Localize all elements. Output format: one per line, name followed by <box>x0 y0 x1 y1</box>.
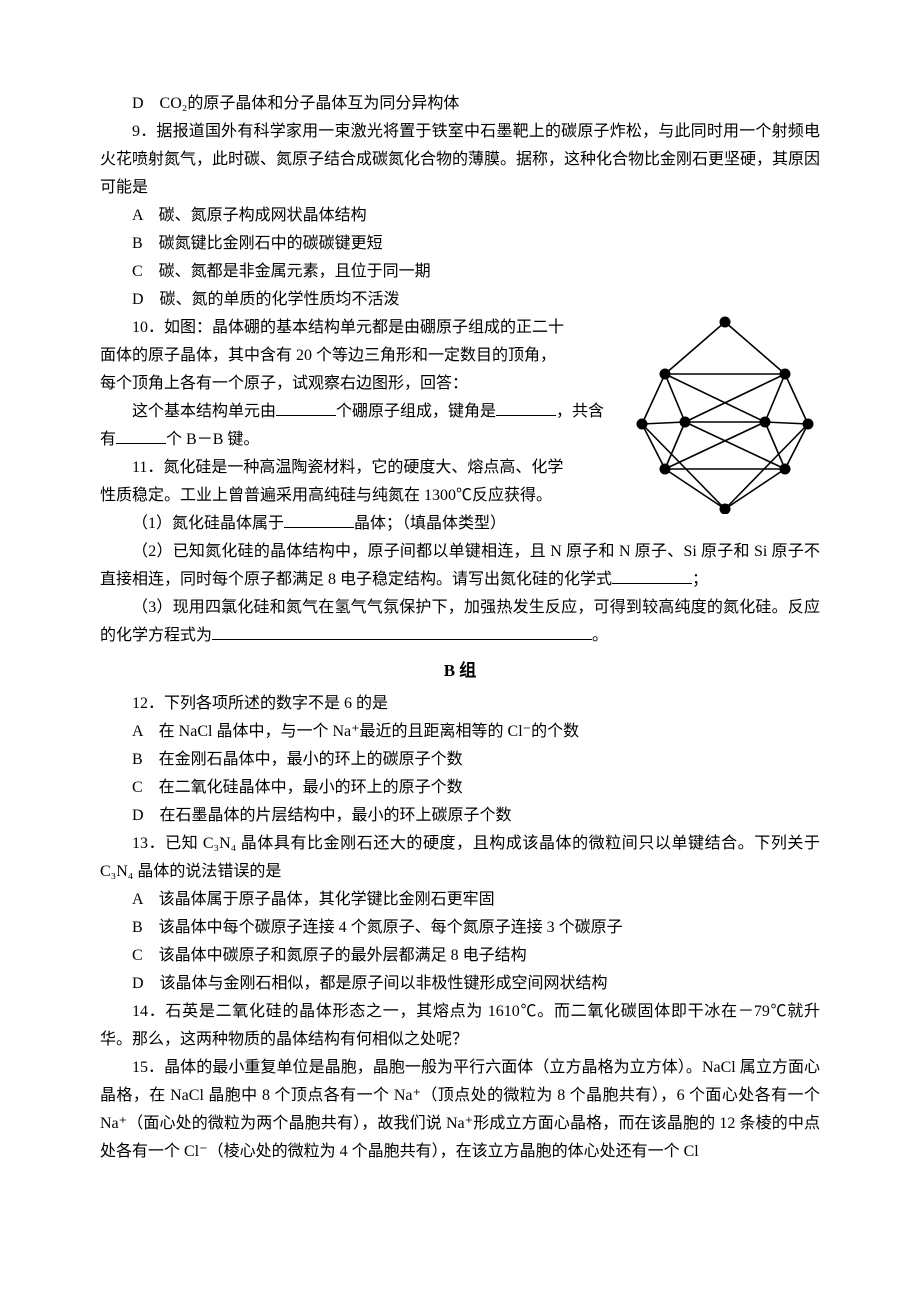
q10-line5a: 有 <box>100 431 116 448</box>
q13-option-a: A 该晶体属于原子晶体，其化学键比金刚石更牢固 <box>100 886 820 914</box>
q10-blank-angle[interactable] <box>496 399 556 416</box>
q15-text: 15．晶体的最小重复单位是晶胞，晶胞一般为平行六面体（立方晶格为立方体）。NaC… <box>100 1054 820 1166</box>
q9-stem: 9．据报道国外有科学家用一束激光将置于铁室中石墨靶上的碳原子炸松，与此同时用一个… <box>100 118 820 202</box>
q9-option-a: A 碳、氮原子构成网状晶体结构 <box>100 202 820 230</box>
q10-line5b: 个 B－B 键。 <box>166 431 259 448</box>
q10-line4c: ，共含 <box>556 403 604 420</box>
q12-stem: 12．下列各项所述的数字不是 6 的是 <box>100 690 820 718</box>
q11-blank-type[interactable] <box>284 511 354 528</box>
q10-line4a: 这个基本结构单元由 <box>132 403 276 420</box>
q11-p1b: 晶体；（填晶体类型） <box>354 515 506 532</box>
section-b-heading: B 组 <box>100 656 820 686</box>
q12-option-b: B 在金刚石晶体中，最小的环上的碳原子个数 <box>100 746 820 774</box>
q11-p2a: （2）已知氮化硅的晶体结构中，原子间都以单键相连，且 N 原子和 N 原子、Si… <box>100 543 820 588</box>
q12-option-a: A 在 NaCl 晶体中，与一个 Na⁺最近的且距离相等的 Cl⁻的个数 <box>100 718 820 746</box>
q11-p3: （3）现用四氯化硅和氮气在氢气气氛保护下，加强热发生反应，可得到较高纯度的氮化硅… <box>100 594 820 650</box>
icosahedron-figure <box>630 314 820 524</box>
q11-p2b: ； <box>692 571 708 588</box>
q11-p2: （2）已知氮化硅的晶体结构中，原子间都以单键相连，且 N 原子和 N 原子、Si… <box>100 538 820 594</box>
q9-option-c: C 碳、氮都是非金属元素，且位于同一期 <box>100 258 820 286</box>
q13-option-d: D 该晶体与金刚石相似，都是原子间以非极性键形成空间网状结构 <box>100 970 820 998</box>
q11-p3b: 。 <box>592 627 608 644</box>
q10-blank-bonds[interactable] <box>116 427 166 444</box>
q10-blank-atoms[interactable] <box>276 399 336 416</box>
q11-blank-formula[interactable] <box>612 567 692 584</box>
q11-blank-equation[interactable] <box>212 623 592 640</box>
q10-line4b: 个硼原子组成，键角是 <box>336 403 496 420</box>
q12-option-c: C 在二氧化硅晶体中，最小的环上的原子个数 <box>100 774 820 802</box>
q13-option-b: B 该晶体中每个碳原子连接 4 个氮原子、每个氮原子连接 3 个碳原子 <box>100 914 820 942</box>
q13-stem: 13．已知 C₃N₄ 晶体具有比金刚石还大的硬度，且构成该晶体的微粒间只以单键结… <box>100 830 820 886</box>
q11-p1a: （1）氮化硅晶体属于 <box>132 515 284 532</box>
q9-option-b: B 碳氮键比金刚石中的碳碳键更短 <box>100 230 820 258</box>
q14-text: 14．石英是二氧化硅的晶体形态之一，其熔点为 1610℃。而二氧化碳固体即干冰在… <box>100 998 820 1054</box>
q12-option-d: D 在石墨晶体的片层结构中，最小的环上碳原子个数 <box>100 802 820 830</box>
q8-option-d: D CO₂的原子晶体和分子晶体互为同分异构体 <box>100 90 820 118</box>
q13-option-c: C 该晶体中碳原子和氮原子的最外层都满足 8 电子结构 <box>100 942 820 970</box>
q9-option-d: D 碳、氮的单质的化学性质均不活泼 <box>100 286 820 314</box>
